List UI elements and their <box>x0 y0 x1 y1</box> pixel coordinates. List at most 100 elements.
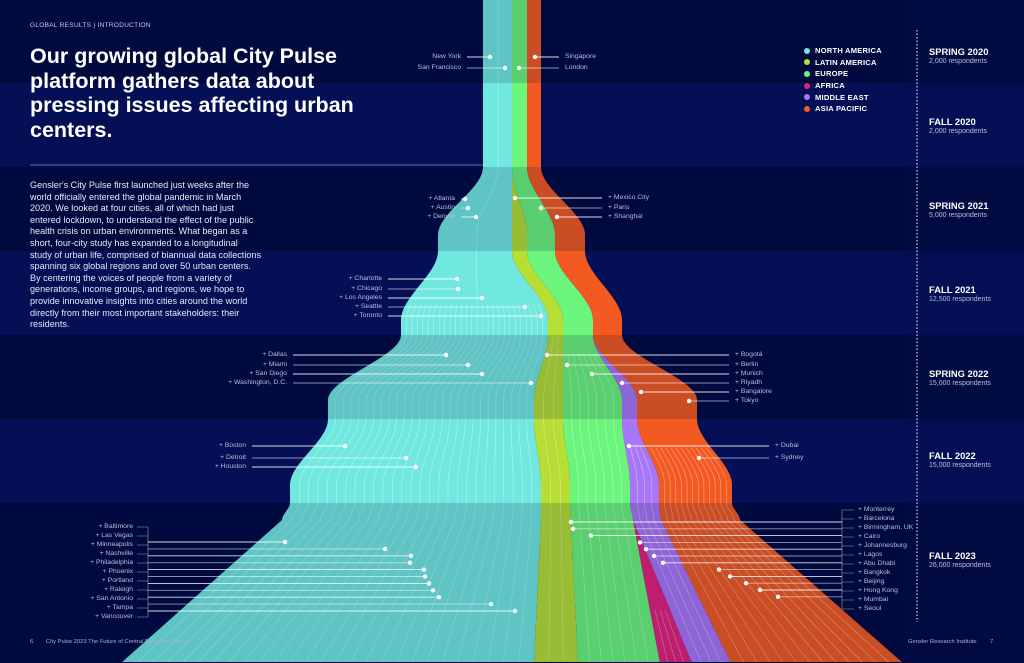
period-spring-2021: SPRING 2021 5,000 respondents <box>929 200 988 219</box>
legend-label: MIDDLE EAST <box>815 92 869 102</box>
streamline <box>518 303 543 663</box>
respondent-count: 2,000 respondents <box>929 128 987 135</box>
streamline <box>381 303 494 663</box>
city-marker-dot <box>421 567 427 572</box>
city-label: + Seoul <box>858 605 882 612</box>
city-label: + Sydney <box>775 454 804 461</box>
streamline <box>660 447 771 663</box>
city-marker-dot <box>502 65 508 71</box>
city-label: + Chicago <box>351 285 382 292</box>
legend-label: EUROPE <box>815 69 849 79</box>
streamline <box>396 303 500 663</box>
city-label: + Denver <box>427 213 455 220</box>
period-fall-2022: FALL 2022 15,000 respondents <box>929 450 991 469</box>
city-label: + Baltimore <box>98 523 133 530</box>
legend-item-middle-east: MIDDLE EAST <box>804 91 882 103</box>
streamline <box>578 353 614 663</box>
city-marker-dot <box>589 371 595 377</box>
period-label: FALL 2023 <box>929 550 976 561</box>
city-marker-dot <box>757 587 763 593</box>
streamline <box>304 303 468 663</box>
city-label: + Birmingham, UK <box>858 524 914 531</box>
period-spring-2022: SPRING 2022 15,000 respondents <box>929 368 991 387</box>
city-label: + Los Angeles <box>339 294 382 301</box>
streamline <box>665 447 784 663</box>
city-marker-dot <box>455 286 461 292</box>
city-marker-dot <box>430 588 436 593</box>
streamline <box>457 303 522 663</box>
streamline <box>350 303 484 663</box>
city-label: + Paris <box>608 204 630 211</box>
city-label: + Cairo <box>858 533 881 540</box>
city-marker-dot <box>686 398 692 404</box>
city-marker-dot <box>619 380 625 386</box>
city-marker-dot <box>479 371 485 377</box>
city-marker-dot <box>436 595 442 600</box>
city-marker-dot <box>408 553 414 558</box>
streamline <box>320 304 473 663</box>
streamline <box>670 447 797 663</box>
city-label: + Las Vegas <box>95 532 133 539</box>
city-label: + Seattle <box>354 303 382 310</box>
legend-dot-icon <box>804 105 810 112</box>
city-marker-dot <box>570 526 576 531</box>
city-marker-dot <box>660 560 666 565</box>
respondent-count: 15,000 respondents <box>929 380 991 387</box>
city-label: + Minneapolis <box>90 541 133 548</box>
city-label: + Bangkok <box>858 569 891 576</box>
legend-item-africa: AFRICA <box>804 80 882 92</box>
streamline <box>654 609 669 663</box>
streamline <box>696 447 863 663</box>
legend-label: AFRICA <box>815 81 845 91</box>
streamline <box>137 303 412 663</box>
streamline <box>675 447 810 663</box>
city-label: + Munich <box>735 370 763 377</box>
legend-dot-icon <box>804 70 810 77</box>
city-label: + Miami <box>263 361 287 368</box>
city-marker-dot <box>473 214 479 220</box>
streamline <box>198 303 432 663</box>
city-marker-dot <box>479 295 485 301</box>
streamline <box>472 303 527 663</box>
city-label: + Nashville <box>99 550 133 557</box>
period-label: SPRING 2020 <box>929 46 989 57</box>
city-label: + Vancouver <box>95 613 133 620</box>
city-label: + Tampa <box>106 604 133 611</box>
legend-item-latin-america: LATIN AMERICA <box>804 57 882 69</box>
city-marker-dot <box>462 196 468 202</box>
city-marker-dot <box>413 464 419 470</box>
period-label: SPRING 2022 <box>929 368 989 379</box>
streamline <box>213 303 437 663</box>
publisher-name: Gensler Research Institute <box>908 639 977 645</box>
page-number-right: 7 <box>990 639 994 645</box>
city-label: + Riyadh <box>735 379 763 386</box>
streamline <box>593 353 649 663</box>
period-fall-2021: FALL 2021 12,500 respondents <box>929 284 991 303</box>
respondent-count: 15,000 respondents <box>929 462 991 469</box>
streamline <box>259 303 452 663</box>
city-label: + Houston <box>214 463 246 470</box>
streamline <box>228 303 442 663</box>
streamline <box>583 353 625 663</box>
streamline <box>274 303 458 663</box>
city-label: + Portland <box>101 577 133 584</box>
city-marker-dot <box>487 54 493 60</box>
streamline <box>442 303 516 663</box>
streamline <box>167 303 422 663</box>
city-marker-dot <box>588 533 594 538</box>
legend-item-europe: EUROPE <box>804 68 882 80</box>
city-marker-dot <box>516 65 522 71</box>
period-label: FALL 2021 <box>929 284 976 295</box>
period-shade <box>0 0 905 83</box>
respondent-count: 12,500 respondents <box>929 296 991 303</box>
city-label: London <box>565 64 588 71</box>
legend-label: LATIN AMERICA <box>815 57 877 67</box>
city-marker-dot <box>544 352 550 358</box>
period-spring-2020: SPRING 2020 2,000 respondents <box>929 46 988 65</box>
city-label: + Berlin <box>735 361 759 368</box>
legend-dot-icon <box>804 47 810 54</box>
city-marker-dot <box>426 581 432 586</box>
streamline <box>543 335 554 662</box>
streamline <box>243 303 447 663</box>
